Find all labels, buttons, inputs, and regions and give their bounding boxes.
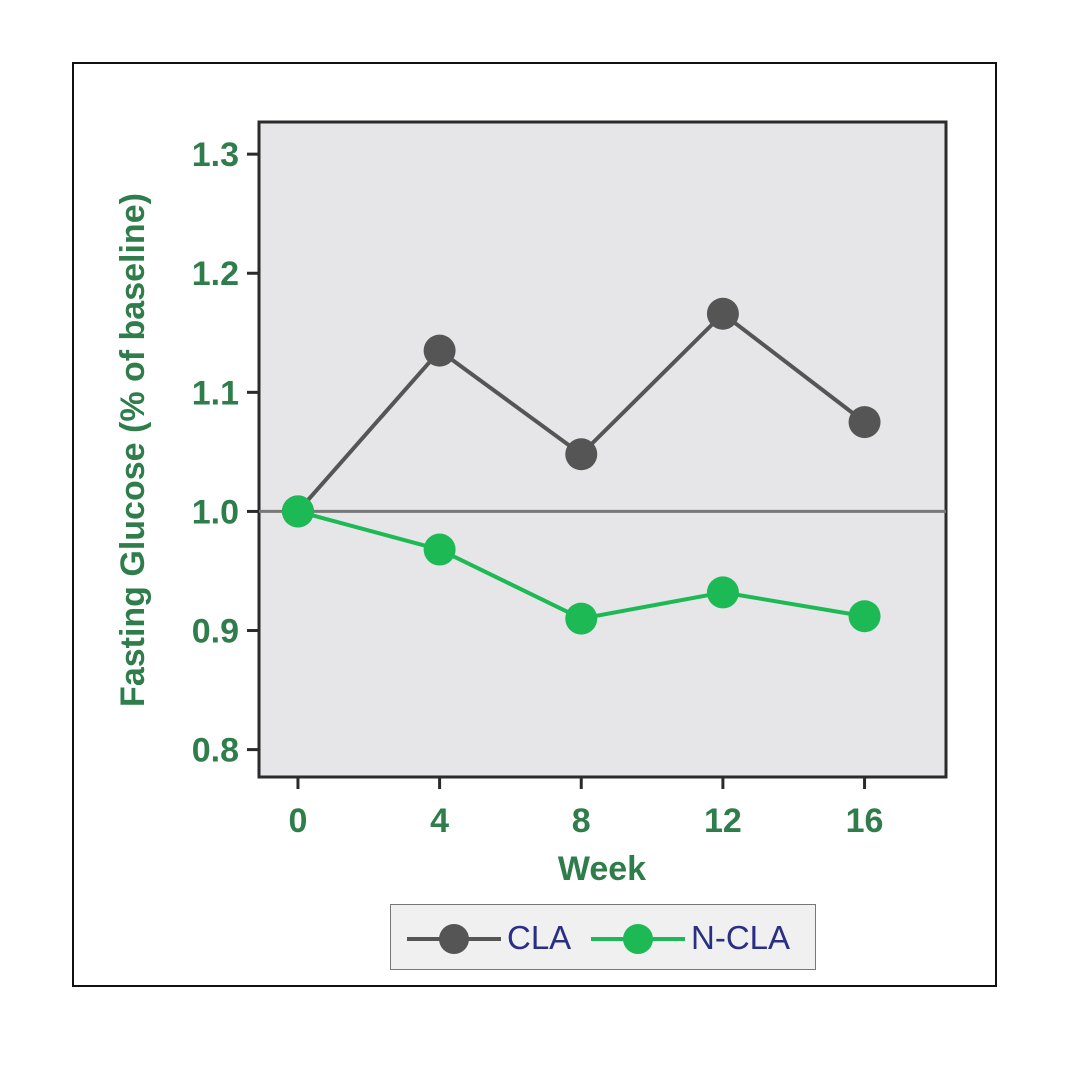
y-tick-label: 0.9	[192, 613, 239, 651]
legend: CLA N-CLA	[390, 904, 816, 970]
y-tick-label: 1.3	[192, 136, 239, 174]
y-tick-label: 1.2	[192, 255, 239, 293]
data-point-n-cla	[848, 600, 881, 633]
x-axis-title: Week	[558, 850, 646, 888]
data-point-n-cla	[423, 533, 456, 566]
legend-marker-ncla	[591, 924, 685, 954]
data-point-n-cla	[565, 602, 598, 635]
data-point-cla	[565, 438, 598, 471]
data-point-n-cla	[706, 576, 739, 609]
legend-label-ncla: N-CLA	[691, 919, 791, 956]
x-tick-label: 0	[288, 802, 307, 840]
y-tick-label: 1.0	[192, 493, 239, 531]
y-tick-label: 1.1	[192, 374, 239, 412]
plot-area	[257, 120, 948, 779]
legend-label-cla: CLA	[507, 919, 572, 956]
data-point-cla	[848, 406, 881, 439]
legend-item-ncla: N-CLA	[581, 905, 817, 971]
series-layer	[281, 297, 881, 635]
legend-marker-cla	[407, 924, 501, 954]
y-axis-title: Fasting Glucose (% of baseline)	[114, 193, 152, 707]
series-n-cla	[281, 495, 881, 635]
x-tick-label: 16	[846, 802, 884, 840]
x-tick-label: 12	[704, 802, 742, 840]
y-axis: 0.8 0.9 1.0 1.1 1.2 1.3	[192, 136, 259, 770]
data-point-n-cla	[281, 495, 314, 528]
x-axis: 0 4 8 12 16	[288, 777, 883, 840]
y-tick-label: 0.8	[192, 732, 239, 770]
data-point-cla	[706, 297, 739, 330]
x-tick-label: 4	[430, 802, 449, 840]
legend-item-cla: CLA	[391, 905, 581, 971]
x-tick-label: 8	[572, 802, 591, 840]
data-point-cla	[423, 334, 456, 367]
